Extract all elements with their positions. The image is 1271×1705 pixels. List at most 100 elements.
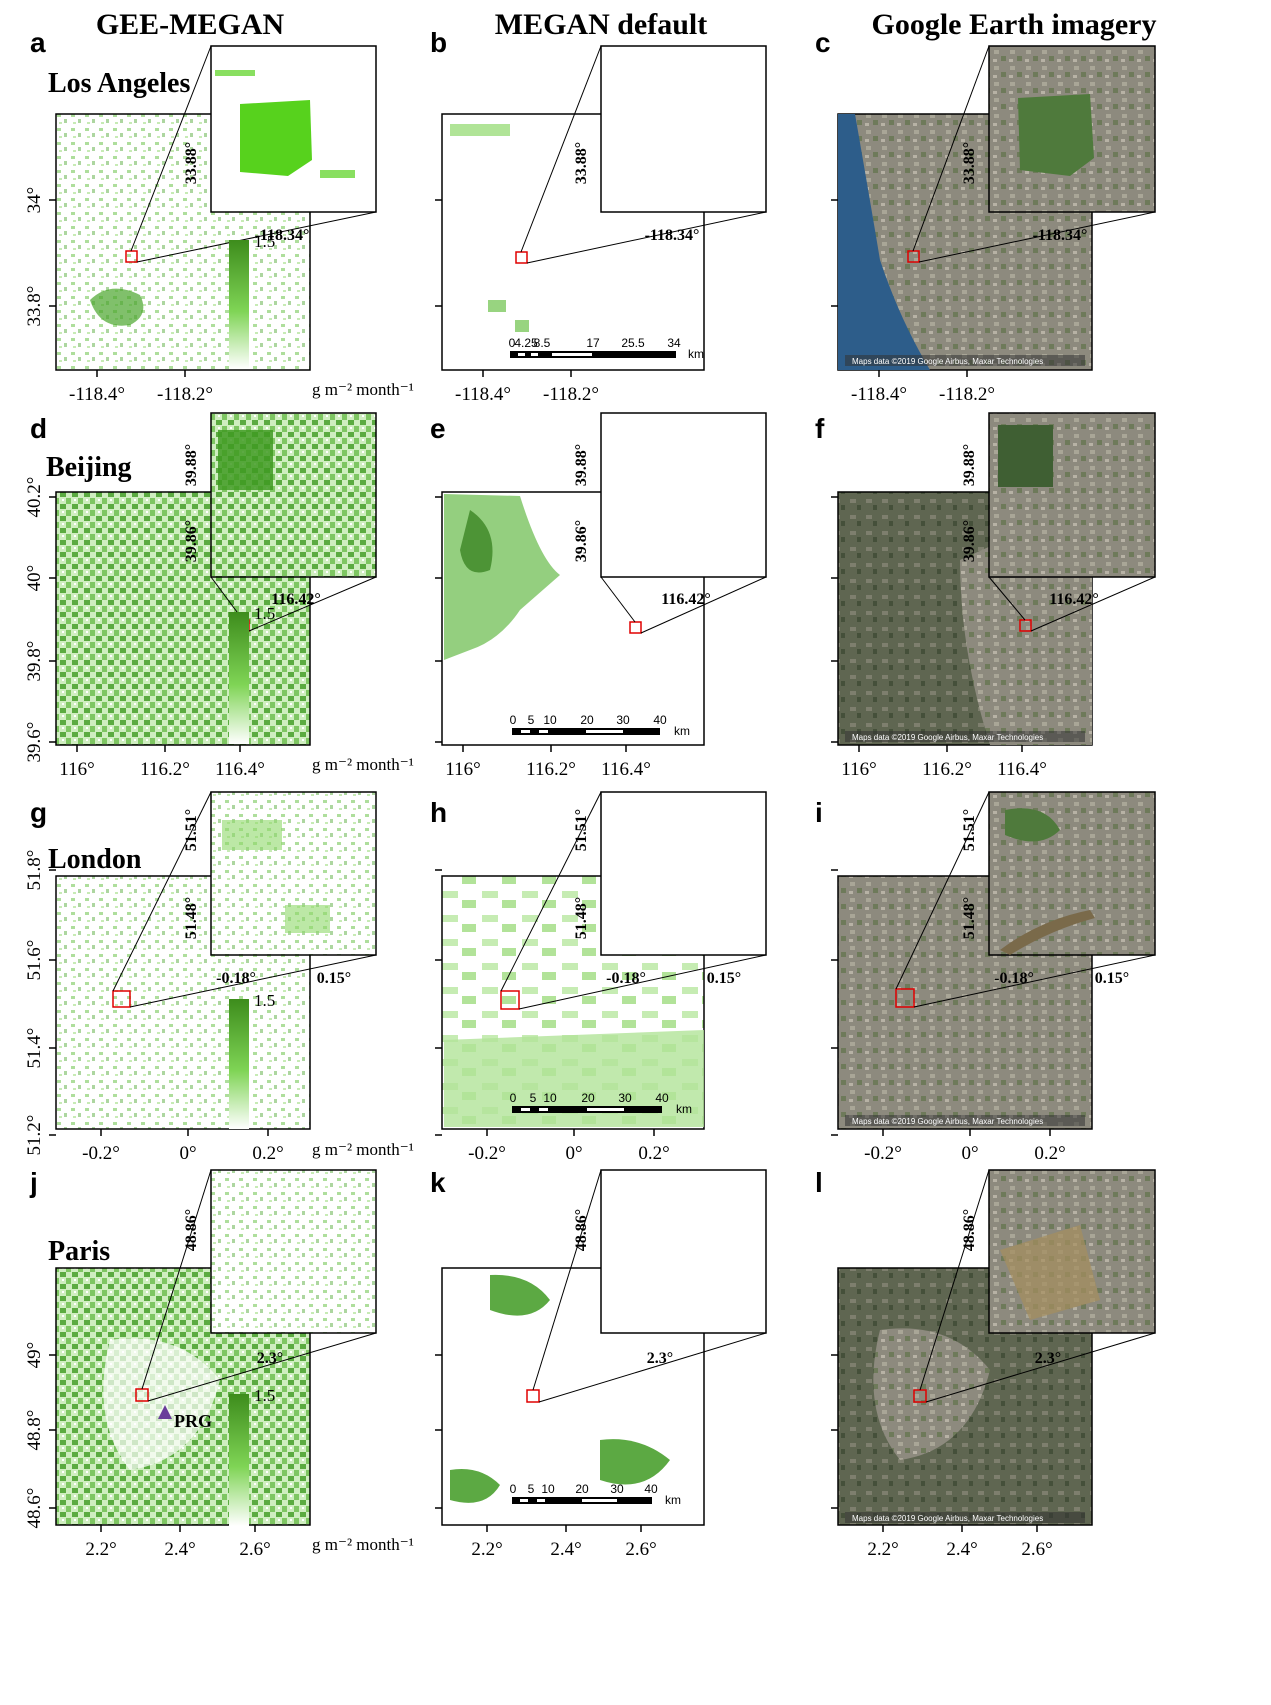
inset-y-tick-label: 48.86° — [961, 1209, 978, 1251]
x-tick-label: -118.2° — [157, 384, 213, 405]
inset-x-tick-label: 116.42° — [661, 591, 711, 608]
zoom-box-i — [895, 988, 915, 1008]
inset-x-tick-label: -118.34° — [1033, 227, 1088, 244]
y-tick-label: 39.6° — [24, 722, 45, 763]
inset-y-tick-label: 51.48° — [961, 897, 978, 939]
inset-x-tick-label: -0.18° — [606, 970, 646, 987]
y-tick-label: 40° — [24, 565, 45, 592]
map-credit-c: Maps data ©2019 Google Airbus, Maxar Tec… — [852, 357, 1043, 366]
y-tick-label: 51.8° — [24, 850, 45, 891]
x-tick-label: -118.2° — [939, 384, 995, 405]
inset-y-tick-label: 39.86° — [961, 520, 978, 562]
inset-y-tick-label: 33.88° — [573, 142, 590, 184]
inset-y-tick-label: 51.51° — [573, 809, 590, 851]
zoom-box-e — [629, 621, 642, 634]
y-tick-label: 39.8° — [24, 641, 45, 682]
scale-bar-unit: km — [676, 1102, 692, 1116]
scale-bar-label: 40 — [653, 713, 667, 727]
inset-panel-k — [600, 1169, 767, 1334]
axis-annotations: -118.4° -118.4° -118.4° -118.2° -118.2° -118.… — [24, 142, 1129, 1560]
city-label-beijing: Beijing — [46, 452, 132, 483]
inset-x-tick-label: 116.42° — [1049, 591, 1099, 608]
scale-bar-label: 40 — [644, 1482, 658, 1496]
inset-x-tick-label: 0.15° — [707, 970, 741, 987]
x-tick-label: -118.4° — [455, 384, 511, 405]
colorbar-unit-label: g m⁻² month⁻¹ — [312, 755, 414, 774]
zoom-box-h — [500, 990, 520, 1010]
column-title-gee-megan: GEE-MEGAN — [96, 8, 285, 41]
y-tick-label: 33.8° — [24, 286, 45, 327]
zoom-box-f — [1019, 619, 1032, 632]
x-tick-label: 0.2° — [638, 1143, 669, 1164]
inset-y-tick-label: 39.88° — [573, 444, 590, 486]
inset-y-tick-label: 48.86° — [573, 1209, 590, 1251]
panel-letter-f: f — [815, 413, 825, 444]
scale-bar-label: 5 — [528, 1482, 535, 1496]
colorbar-j — [229, 1394, 249, 1526]
x-tick-label: 2.4° — [946, 1539, 977, 1560]
column-title-megan-default: MEGAN default — [495, 8, 708, 41]
inset-y-tick-label: 51.48° — [573, 897, 590, 939]
colorbar-unit-label: g m⁻² month⁻¹ — [312, 1140, 414, 1159]
x-tick-label: -0.2° — [82, 1143, 120, 1164]
x-tick-label: 2.6° — [625, 1539, 656, 1560]
x-tick-label: 116° — [59, 759, 94, 780]
inset-x-tick-label: -118.34° — [645, 227, 700, 244]
x-tick-label: 116° — [841, 759, 876, 780]
scale-bar-label: 40 — [655, 1091, 669, 1105]
colorbar-max-label: 1.5 — [254, 991, 275, 1010]
panel-letter-e: e — [430, 413, 446, 444]
scale-bar-b — [510, 351, 676, 358]
y-tick-label: 49° — [24, 1342, 45, 1369]
scale-bar-unit: km — [674, 724, 690, 738]
panel-letter-g: g — [30, 797, 47, 828]
inset-x-tick-label: 0.15° — [1095, 970, 1129, 987]
map-credit-i: Maps data ©2019 Google Airbus, Maxar Tec… — [852, 1117, 1043, 1126]
x-tick-label: 116.4° — [215, 759, 265, 780]
colorbar-unit-label: g m⁻² month⁻¹ — [312, 1535, 414, 1554]
scale-bar-k — [512, 1497, 652, 1504]
inset-y-tick-label: 39.86° — [573, 520, 590, 562]
city-label-paris: Paris — [48, 1236, 110, 1267]
y-tick-label: 51.4° — [24, 1028, 45, 1069]
scale-bar-label: 34 — [667, 336, 681, 350]
panel-letter-i: i — [815, 797, 823, 828]
x-tick-label: -0.2° — [468, 1143, 506, 1164]
colorbar-g — [229, 999, 249, 1129]
x-tick-label: 2.2° — [867, 1539, 898, 1560]
y-tick-label: 51.6° — [24, 940, 45, 981]
inset-y-tick-label: 33.88° — [961, 142, 978, 184]
x-tick-label: 2.4° — [550, 1539, 581, 1560]
scale-bar-label: 20 — [580, 713, 594, 727]
inset-x-tick-label: 0.15° — [317, 970, 351, 987]
scale-bar-label: 8.5 — [534, 336, 551, 350]
inset-panel-e — [600, 412, 767, 578]
map-credit-f: Maps data ©2019 Google Airbus, Maxar Tec… — [852, 733, 1043, 742]
prg-label: PRG — [174, 1411, 212, 1431]
scale-bar-label: 17 — [586, 336, 600, 350]
scale-bar-h — [512, 1106, 662, 1113]
scale-bar-label: 10 — [543, 1091, 557, 1105]
scale-bar-label: 10 — [543, 713, 557, 727]
scale-bar-label: 5 — [528, 713, 535, 727]
inset-x-tick-label: -0.18° — [216, 970, 256, 987]
panel-letter-d: d — [30, 413, 47, 444]
y-tick-label: 51.2° — [24, 1115, 45, 1156]
inset-x-tick-label: 2.3° — [257, 1350, 283, 1367]
prg-marker-icon — [158, 1405, 172, 1419]
inset-x-tick-label: -0.18° — [994, 970, 1034, 987]
scale-bar-unit: km — [665, 1493, 681, 1507]
x-tick-label: 2.6° — [239, 1539, 270, 1560]
inset-panel-h — [600, 791, 767, 956]
y-tick-label: 48.8° — [24, 1410, 45, 1451]
colorbar-d — [229, 612, 249, 744]
scale-bar-label: 0 — [510, 1482, 517, 1496]
x-tick-label: 116.2° — [140, 759, 190, 780]
x-tick-label: 116.4° — [997, 759, 1047, 780]
scale-bar-label: 5 — [530, 1091, 537, 1105]
scale-bar-label: 30 — [616, 713, 630, 727]
inset-x-tick-label: 116.42° — [271, 591, 321, 608]
x-tick-label: 2.2° — [85, 1539, 116, 1560]
city-label-los-angeles: Los Angeles — [48, 68, 190, 99]
